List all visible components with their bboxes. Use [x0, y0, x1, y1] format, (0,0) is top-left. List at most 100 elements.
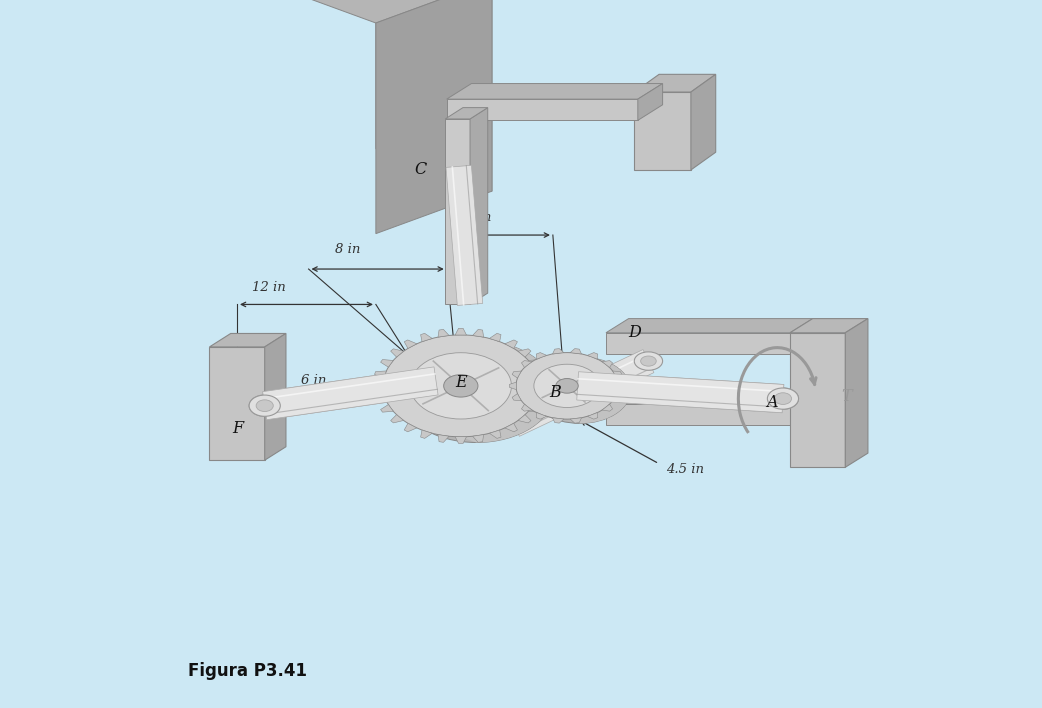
Polygon shape: [588, 353, 598, 359]
Polygon shape: [461, 335, 554, 442]
Ellipse shape: [774, 393, 792, 404]
Polygon shape: [577, 372, 784, 413]
Ellipse shape: [249, 395, 280, 416]
Polygon shape: [380, 360, 393, 367]
Polygon shape: [470, 108, 488, 304]
Polygon shape: [445, 119, 470, 304]
Polygon shape: [567, 353, 630, 423]
Text: Figura P3.41: Figura P3.41: [189, 662, 307, 680]
Polygon shape: [528, 404, 541, 412]
Ellipse shape: [383, 335, 539, 437]
Polygon shape: [404, 423, 417, 432]
Polygon shape: [577, 372, 784, 413]
Polygon shape: [508, 350, 654, 436]
Ellipse shape: [256, 400, 273, 411]
Polygon shape: [438, 329, 449, 337]
Polygon shape: [518, 349, 531, 357]
Polygon shape: [570, 348, 581, 354]
Polygon shape: [606, 389, 813, 404]
Polygon shape: [259, 0, 492, 23]
Polygon shape: [518, 415, 531, 423]
Polygon shape: [446, 166, 482, 305]
Ellipse shape: [444, 375, 478, 397]
Polygon shape: [447, 84, 663, 99]
Polygon shape: [528, 360, 541, 367]
Polygon shape: [373, 382, 383, 389]
Polygon shape: [539, 382, 549, 389]
Text: B: B: [549, 384, 561, 401]
Polygon shape: [263, 367, 438, 420]
Polygon shape: [490, 333, 501, 342]
Polygon shape: [613, 371, 622, 378]
Ellipse shape: [256, 400, 273, 411]
Polygon shape: [473, 435, 483, 442]
Text: 12 in: 12 in: [252, 281, 286, 294]
Ellipse shape: [767, 388, 798, 409]
Polygon shape: [455, 437, 467, 443]
Polygon shape: [635, 74, 716, 92]
Polygon shape: [513, 394, 521, 401]
Polygon shape: [263, 367, 438, 420]
Ellipse shape: [534, 364, 600, 408]
Text: 8 in: 8 in: [334, 244, 361, 256]
Ellipse shape: [398, 341, 554, 442]
Polygon shape: [602, 404, 613, 411]
Polygon shape: [209, 347, 265, 460]
Polygon shape: [552, 348, 564, 354]
Text: F: F: [232, 420, 244, 437]
Polygon shape: [391, 349, 403, 357]
Polygon shape: [606, 404, 790, 425]
Polygon shape: [447, 99, 638, 120]
Ellipse shape: [635, 352, 663, 370]
Text: 6 in: 6 in: [301, 375, 326, 387]
Polygon shape: [790, 319, 868, 333]
Polygon shape: [552, 418, 564, 423]
Polygon shape: [504, 340, 518, 348]
Polygon shape: [537, 353, 547, 359]
Polygon shape: [691, 74, 716, 170]
Polygon shape: [536, 394, 547, 401]
Polygon shape: [421, 333, 432, 342]
Polygon shape: [845, 319, 868, 467]
Polygon shape: [421, 430, 432, 438]
Polygon shape: [510, 382, 517, 389]
Polygon shape: [588, 413, 598, 419]
Polygon shape: [376, 0, 492, 234]
Polygon shape: [602, 360, 613, 367]
Ellipse shape: [641, 356, 656, 366]
Ellipse shape: [249, 395, 280, 416]
Polygon shape: [613, 394, 622, 401]
Polygon shape: [209, 333, 286, 347]
Polygon shape: [455, 329, 467, 335]
Polygon shape: [380, 404, 393, 412]
Polygon shape: [521, 404, 531, 411]
Polygon shape: [618, 382, 624, 389]
Polygon shape: [537, 413, 547, 419]
Polygon shape: [265, 333, 286, 460]
Ellipse shape: [516, 353, 618, 419]
Polygon shape: [521, 360, 531, 367]
Polygon shape: [790, 333, 845, 467]
Polygon shape: [513, 371, 521, 378]
Text: 6 in: 6 in: [466, 211, 491, 224]
Polygon shape: [536, 371, 547, 378]
Polygon shape: [606, 319, 813, 333]
Polygon shape: [473, 329, 483, 337]
Polygon shape: [376, 0, 492, 191]
Ellipse shape: [411, 353, 512, 419]
Ellipse shape: [767, 388, 798, 409]
Ellipse shape: [555, 379, 578, 393]
Polygon shape: [606, 333, 790, 354]
Polygon shape: [638, 84, 663, 120]
Text: D: D: [628, 324, 641, 341]
Text: T: T: [841, 388, 852, 405]
Text: E: E: [455, 374, 467, 391]
Polygon shape: [404, 340, 417, 348]
Polygon shape: [391, 415, 403, 423]
Text: C: C: [415, 161, 426, 178]
Polygon shape: [445, 108, 488, 119]
Polygon shape: [504, 423, 518, 432]
Polygon shape: [635, 92, 691, 170]
Ellipse shape: [774, 393, 792, 404]
Polygon shape: [570, 418, 581, 423]
